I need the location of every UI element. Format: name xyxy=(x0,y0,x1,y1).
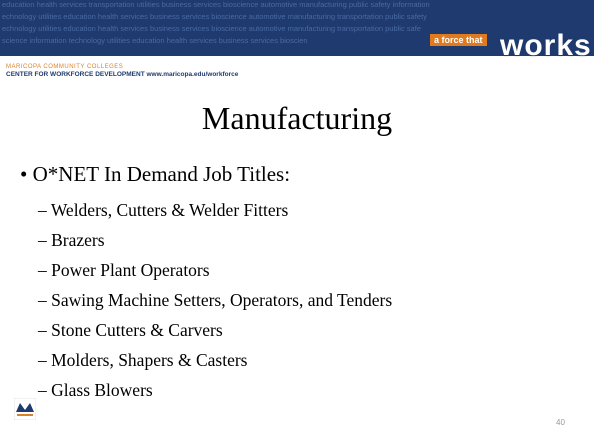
banner-line: science information technology utilities… xyxy=(2,36,308,45)
sub-item: – Welders, Cutters & Welder Fitters xyxy=(38,200,289,220)
logo-word: works xyxy=(500,29,592,62)
bullet-text: O*NET In Demand Job Titles: xyxy=(32,162,291,186)
college-logo xyxy=(14,398,36,420)
sub-item-text: Glass Blowers xyxy=(51,380,153,400)
sub-item-text: Brazers xyxy=(51,230,105,250)
bullet: • O*NET In Demand Job Titles: xyxy=(20,162,291,186)
sub-item-text: Power Plant Operators xyxy=(51,260,210,280)
sub-item: – Molders, Shapers & Casters xyxy=(38,350,248,370)
sub-item-text: Sawing Machine Setters, Operators, and T… xyxy=(51,290,393,310)
sub-item: – Stone Cutters & Carvers xyxy=(38,320,223,340)
slide-title: Manufacturing xyxy=(201,100,393,136)
sub-item: – Sawing Machine Setters, Operators, and… xyxy=(38,290,393,310)
banner-line: education health services transportation… xyxy=(2,0,430,9)
sub-item: – Glass Blowers xyxy=(38,380,153,400)
center-name: CENTER FOR WORKFORCE DEVELOPMENT www.mar… xyxy=(6,71,239,78)
sub-item: – Power Plant Operators xyxy=(38,260,210,280)
sub-item-text: Stone Cutters & Carvers xyxy=(51,320,223,340)
sub-item-text: Molders, Shapers & Casters xyxy=(51,350,248,370)
college-name: MARICOPA COMMUNITY COLLEGES xyxy=(6,64,124,70)
sub-item: – Brazers xyxy=(38,230,105,250)
tagline: a force that xyxy=(430,34,487,46)
banner: education health services transportation… xyxy=(0,0,594,56)
banner-line: echnology utilities education health ser… xyxy=(2,12,427,21)
sub-item-text: Welders, Cutters & Welder Fitters xyxy=(50,200,289,220)
banner-line: echnology utilities education health ser… xyxy=(2,24,421,33)
page-number: 40 xyxy=(556,418,565,427)
